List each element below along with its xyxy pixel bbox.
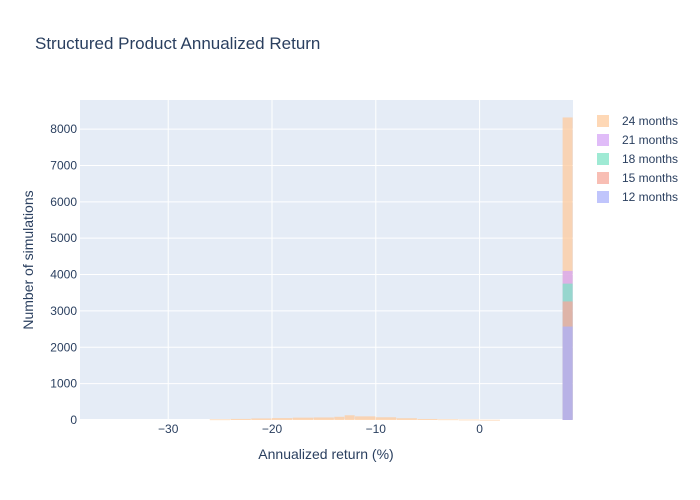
y-tick-label: 6000 [50,195,77,209]
x-tick-label: 0 [476,422,483,436]
legend-swatch [597,134,609,146]
y-tick-label: 7000 [50,158,77,172]
y-tick-label: 5000 [50,231,77,245]
histogram-bar [209,419,231,421]
y-tick-label: 0 [70,413,77,427]
histogram-bar [438,419,459,421]
y-tick-label: 1000 [50,377,77,391]
x-axis-title: Annualized return (%) [258,446,393,462]
series-group [562,326,573,420]
y-tick-label: 2000 [50,340,77,354]
y-ticks: 0 1000 2000 3000 4000 5000 6000 7000 8000 [50,122,77,427]
histogram-bar [479,419,500,421]
histogram-bar [396,418,417,420]
y-tick-label: 4000 [50,268,77,282]
legend-label: 12 months [622,190,678,204]
y-axis-title: Number of simulations [20,190,36,329]
y-tick-label: 8000 [50,122,77,136]
x-ticks: −30 −20 −10 0 [158,422,483,436]
legend-swatch [597,153,609,165]
histogram-bar [458,419,480,421]
legend-label: 21 months [622,133,678,147]
x-tick-label: −10 [366,422,387,436]
chart-title: Structured Product Annualized Return [35,34,320,53]
x-tick-label: −20 [262,422,283,436]
histogram-bar [417,418,438,420]
y-tick-label: 3000 [50,304,77,318]
histogram-bar [562,117,573,421]
legend-label: 24 months [622,114,678,128]
legend-item[interactable]: 24 months [597,114,678,128]
histogram-bar [230,418,251,420]
x-tick-label: −30 [158,422,179,436]
legend-item[interactable]: 15 months [597,171,678,185]
histogram-bar [334,416,345,420]
legend-label: 15 months [622,171,678,185]
legend-item[interactable]: 12 months [597,190,678,204]
legend-swatch [597,191,609,203]
histogram-bar [562,326,573,420]
histogram-bar [344,415,355,420]
histogram-bar [375,417,397,420]
histogram-bar [251,418,272,420]
legend-item[interactable]: 21 months [597,133,678,147]
histogram-bar [292,417,314,420]
legend-item[interactable]: 18 months [597,152,678,166]
bars [209,117,573,421]
histogram-bar [355,416,376,420]
legend-swatch [597,172,609,184]
histogram-bar [272,418,293,420]
histogram-bar [313,417,334,420]
legend-label: 18 months [622,152,678,166]
plot-background [80,100,573,420]
legend-swatch [597,115,609,127]
legend: 24 months 21 months 18 months 15 months 12 m… [597,114,678,204]
series-group [209,117,573,421]
